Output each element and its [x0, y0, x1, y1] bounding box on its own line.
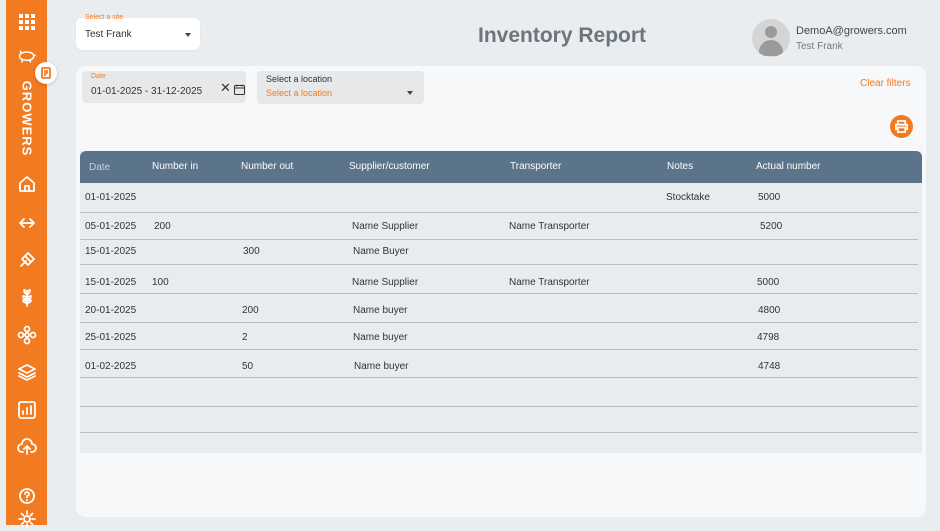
report-icon[interactable]: [35, 62, 57, 84]
cell-number-out: 50: [242, 361, 254, 372]
table-header: Date Number in Number out Supplier/custo…: [80, 151, 922, 183]
clear-date-icon[interactable]: ✕: [220, 80, 231, 95]
cell-actual-number: 4798: [757, 332, 780, 343]
date-filter-label: Date: [91, 73, 106, 80]
avatar-head-shape: [765, 26, 777, 38]
inventory-table: Date Number in Number out Supplier/custo…: [80, 151, 922, 453]
cell-date: 25-01-2025: [85, 332, 137, 343]
grid-icon[interactable]: [6, 10, 47, 34]
location-select[interactable]: Select a location Select a location: [257, 71, 424, 104]
cell-date: 01-01-2025: [85, 192, 137, 203]
column-header-actual-number[interactable]: Actual number: [756, 161, 821, 172]
clear-filters-link[interactable]: Clear filters: [860, 78, 911, 89]
cell-supplier-customer: Name Supplier: [352, 221, 419, 232]
site-select-value: Test Frank: [85, 29, 132, 40]
chevron-down-icon: [185, 33, 191, 37]
cell-date: 15-01-2025: [85, 277, 137, 288]
date-range-filter[interactable]: Date 01-01-2025 - 31-12-2025 ✕: [82, 71, 246, 103]
avatar[interactable]: [752, 19, 790, 57]
site-select[interactable]: Select a site Test Frank: [76, 14, 200, 50]
column-header-supplier-customer[interactable]: Supplier/customer: [349, 161, 430, 172]
chart-icon[interactable]: [6, 398, 47, 422]
sidebar: GROWERS: [6, 0, 47, 528]
user-email: DemoA@growers.com: [796, 25, 907, 37]
cell-actual-number: 4748: [758, 361, 781, 372]
cell-actual-number: 5000: [758, 192, 781, 203]
home-icon[interactable]: [6, 172, 47, 196]
print-button[interactable]: [890, 115, 913, 138]
settings-icon[interactable]: [6, 507, 47, 531]
cell-date: 20-01-2025: [85, 305, 137, 316]
printer-icon: [895, 120, 908, 133]
table-row[interactable]: 25-01-2025 2 Name buyer 4798: [80, 323, 918, 350]
cell-supplier-customer: Name buyer: [353, 332, 408, 343]
cell-date: 05-01-2025: [85, 221, 137, 232]
page-title: Inventory Report: [478, 24, 647, 47]
cell-actual-number: 5000: [757, 277, 780, 288]
cell-date: 01-02-2025: [85, 361, 137, 372]
site-select-label: Select a site: [85, 14, 124, 21]
cell-notes: Stocktake: [666, 192, 710, 203]
feed-scoop-icon[interactable]: [6, 248, 47, 272]
transfer-arrows-icon[interactable]: [6, 211, 47, 235]
user-name: Test Frank: [796, 41, 843, 52]
column-header-number-in[interactable]: Number in: [152, 161, 199, 172]
table-row[interactable]: 01-02-2025 50 Name buyer 4748: [80, 350, 918, 378]
location-select-placeholder: Select a location: [266, 88, 333, 98]
cell-transporter: Name Transporter: [509, 221, 590, 232]
column-header-transporter[interactable]: Transporter: [510, 161, 562, 172]
layers-icon[interactable]: [6, 360, 47, 384]
cloud-upload-icon[interactable]: [6, 435, 47, 459]
column-header-notes[interactable]: Notes: [667, 161, 694, 172]
table-row[interactable]: 01-01-2025 Stocktake 5000: [80, 183, 918, 213]
cell-actual-number: 5200: [760, 221, 783, 232]
avatar-body-shape: [759, 40, 783, 56]
column-header-number-out[interactable]: Number out: [241, 161, 294, 172]
column-header-date[interactable]: Date: [89, 162, 111, 173]
table-row[interactable]: 15-01-2025 300 Name Buyer: [80, 240, 918, 265]
table-row[interactable]: 05-01-2025 200 Name Supplier Name Transp…: [80, 213, 918, 240]
cell-number-out: 200: [242, 305, 259, 316]
cell-actual-number: 4800: [758, 305, 781, 316]
cell-supplier-customer: Name Supplier: [352, 277, 419, 288]
table-row[interactable]: 20-01-2025 200 Name buyer 4800: [80, 294, 918, 323]
cell-date: 15-01-2025: [85, 246, 137, 257]
location-select-label: Select a location: [266, 74, 333, 84]
cell-number-in: 100: [152, 277, 169, 288]
cell-supplier-customer: Name Buyer: [353, 246, 409, 257]
table-row[interactable]: 15-01-2025 100 Name Supplier Name Transp…: [80, 265, 918, 294]
brand-logo-text: GROWERS: [19, 80, 34, 156]
flower-icon[interactable]: [6, 323, 47, 347]
date-range-value: 01-01-2025 - 31-12-2025: [91, 86, 203, 97]
help-icon[interactable]: [6, 484, 47, 508]
cell-number-out: 2: [242, 332, 248, 343]
table-row[interactable]: [80, 407, 918, 433]
cell-supplier-customer: Name buyer: [353, 305, 408, 316]
table-row[interactable]: [80, 378, 918, 407]
pig-icon: [6, 45, 47, 69]
chevron-down-icon: [407, 91, 413, 95]
cell-transporter: Name Transporter: [509, 277, 590, 288]
cell-number-in: 200: [154, 221, 171, 232]
cell-number-out: 300: [243, 246, 260, 257]
report-card: Date 01-01-2025 - 31-12-2025 ✕ Select a …: [76, 66, 926, 517]
calendar-icon[interactable]: [234, 84, 245, 95]
wheat-icon[interactable]: [6, 286, 47, 310]
cell-supplier-customer: Name buyer: [354, 361, 409, 372]
